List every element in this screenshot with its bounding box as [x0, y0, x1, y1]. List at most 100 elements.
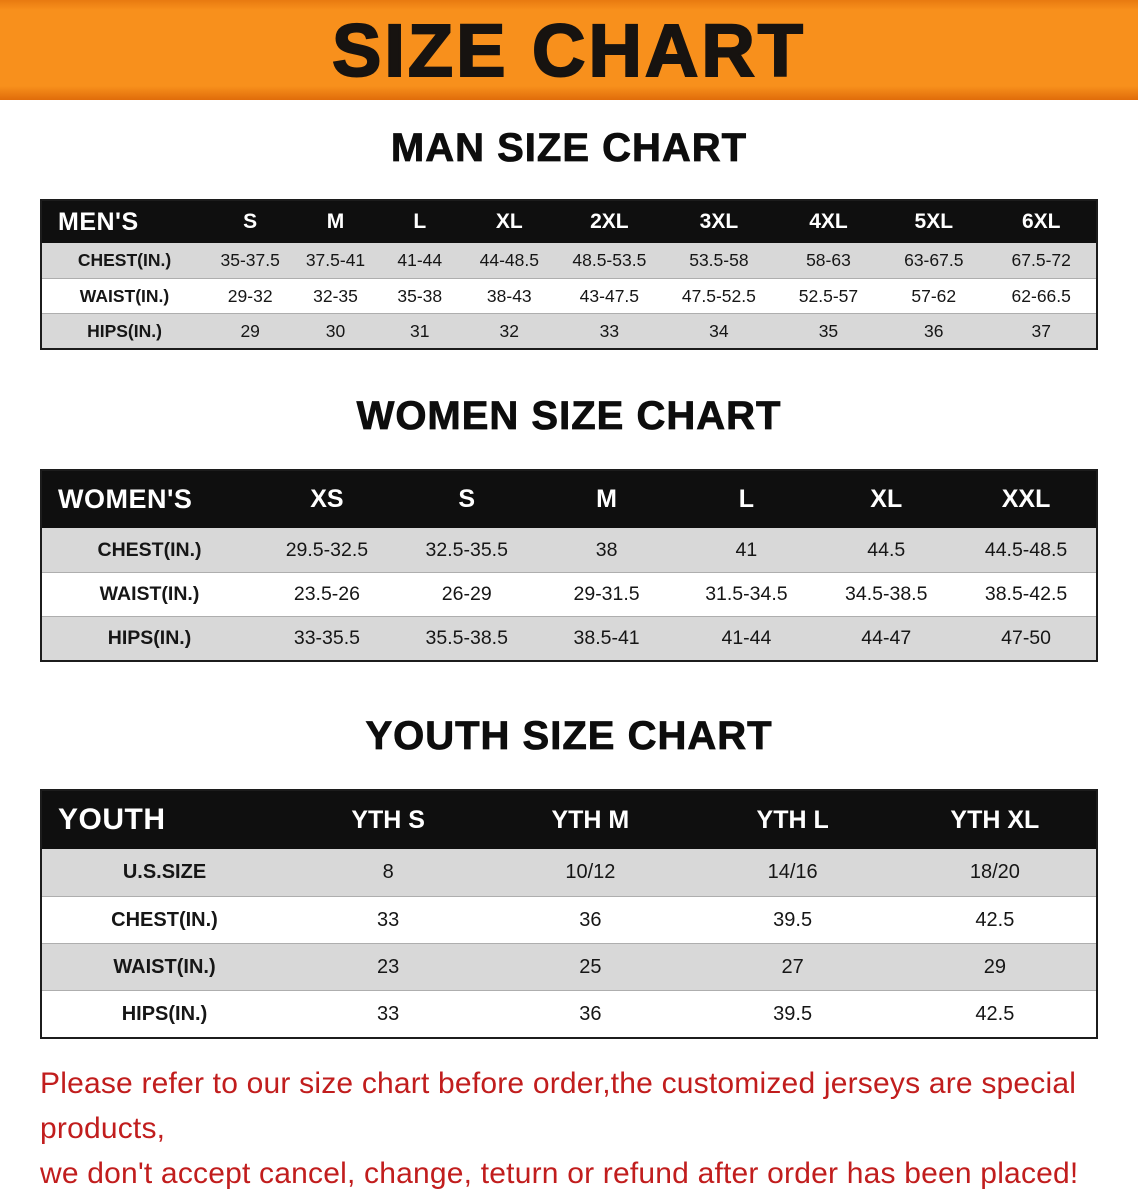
- man-size-value: 67.5-72: [1011, 250, 1071, 270]
- man-size-value: 33: [599, 320, 620, 341]
- man-size-value: 57-62: [911, 285, 957, 306]
- women-row-label: CHEST(IN.): [97, 538, 202, 561]
- women-size-column-header: S: [458, 485, 476, 513]
- women-table-header-row: WOMEN'S XS S M L XL XXL: [42, 471, 1096, 528]
- page-title: SIZE CHART: [331, 8, 806, 93]
- man-size-value: 53.5-58: [689, 250, 749, 270]
- women-size-value: 34.5-38.5: [845, 583, 928, 605]
- women-size-column-header: XL: [870, 485, 903, 513]
- man-size-column-header: 6XL: [1021, 210, 1061, 233]
- women-measurement-row: CHEST(IN.) 29.5-32.5 32.5-35.5 38 41 44.5 44.5…: [42, 528, 1096, 572]
- women-size-chart-title: WOMEN SIZE CHART: [356, 394, 782, 439]
- man-size-column-header: S: [243, 210, 258, 233]
- women-measurement-row: WAIST(IN.) 23.5-26 26-29 29-31.5 31.5-34.5 34…: [42, 572, 1096, 616]
- man-size-value: 62-66.5: [1011, 285, 1071, 306]
- women-size-value: 29.5-32.5: [285, 538, 369, 561]
- women-size-column-header: XS: [310, 485, 344, 513]
- youth-measurement-row: U.S.SIZE 8 10/12 14/16 18/20: [42, 849, 1096, 896]
- youth-size-chart-title: YOUTH SIZE CHART: [365, 714, 773, 759]
- youth-corner-label: YOUTH: [58, 803, 166, 836]
- youth-row-label: U.S.SIZE: [122, 861, 207, 883]
- man-size-value: 29: [240, 320, 260, 341]
- youth-size-value: 18/20: [969, 861, 1020, 883]
- women-size-value: 38.5-42.5: [984, 583, 1068, 605]
- women-size-value: 44-47: [861, 627, 912, 649]
- youth-size-value: 33: [377, 1002, 400, 1025]
- man-measurement-row: HIPS(IN.) 29 30 31 32 33 34 35 36 37: [42, 313, 1096, 348]
- women-size-value: 23.5-26: [293, 583, 360, 605]
- size-chart-banner: SIZE CHART: [0, 0, 1138, 100]
- women-size-value: 44.5-48.5: [984, 538, 1068, 561]
- youth-row-label: CHEST(IN.): [111, 908, 218, 931]
- man-row-label: WAIST(IN.): [79, 285, 170, 306]
- women-size-value: 44.5: [867, 538, 906, 561]
- youth-row-label: WAIST(IN.): [113, 955, 216, 978]
- disclaimer-line-2: we don't accept cancel, change, teturn o…: [40, 1157, 1079, 1190]
- man-size-value: 37.5-41: [305, 250, 366, 270]
- man-measurement-row: CHEST(IN.) 35-37.5 37.5-41 41-44 44-48.5 48.5…: [42, 243, 1096, 278]
- man-size-column-header: 5XL: [914, 210, 954, 233]
- youth-size-value: 29: [983, 955, 1006, 978]
- women-size-value: 29-31.5: [573, 583, 640, 605]
- man-corner-label: MEN'S: [58, 207, 139, 236]
- man-size-value: 43-47.5: [579, 285, 640, 306]
- womens-size-table: WOMEN'S XS S M L XL XXL CHEST(IN.) 29.5-32.5 32.5…: [40, 469, 1098, 662]
- man-size-column-header: 2XL: [590, 210, 629, 233]
- women-row-label: HIPS(IN.): [107, 627, 192, 649]
- youth-size-value: 33: [377, 908, 400, 931]
- youth-size-value: 10/12: [565, 861, 616, 883]
- man-size-value: 41-44: [397, 250, 443, 270]
- man-size-value: 63-67.5: [904, 250, 964, 270]
- youth-size-value: 25: [579, 955, 602, 978]
- man-size-value: 58-63: [806, 250, 851, 270]
- youth-size-value: 27: [781, 955, 804, 978]
- mens-size-table: MEN'S S M L XL 2XL 3XL 4XL 5XL 6XL CHEST(IN.) 35-37…: [40, 199, 1098, 350]
- women-size-value: 35.5-38.5: [425, 627, 508, 649]
- youth-size-value: 39.5: [773, 908, 813, 931]
- women-size-value: 41: [735, 538, 758, 561]
- youth-size-column-header: YTH L: [756, 805, 829, 834]
- man-size-column-header: M: [326, 210, 345, 233]
- man-row-label: HIPS(IN.): [87, 320, 162, 341]
- women-size-value: 41-44: [721, 627, 772, 649]
- youth-size-value: 42.5: [975, 908, 1015, 931]
- women-size-column-header: XXL: [1001, 485, 1051, 513]
- man-size-value: 52.5-57: [798, 285, 859, 306]
- women-size-value: 38.5-41: [573, 627, 640, 649]
- youth-size-value: 39.5: [773, 1002, 813, 1025]
- youth-size-value: 23: [377, 955, 400, 978]
- youth-size-value: 8: [382, 861, 394, 883]
- youth-size-value: 36: [579, 908, 602, 931]
- women-measurement-row: HIPS(IN.) 33-35.5 35.5-38.5 38.5-41 41-44 44-…: [42, 616, 1096, 660]
- man-size-value: 29-32: [227, 285, 273, 306]
- man-size-value: 35: [818, 320, 839, 341]
- man-size-value: 31: [410, 320, 430, 341]
- man-table-header-row: MEN'S S M L XL 2XL 3XL 4XL 5XL 6XL: [42, 201, 1096, 243]
- man-size-value: 37: [1031, 320, 1051, 341]
- man-row-label: CHEST(IN.): [77, 250, 172, 270]
- man-size-value: 36: [924, 320, 944, 341]
- youth-size-value: 36: [579, 1002, 602, 1025]
- youth-size-column-header: YTH XL: [950, 805, 1040, 834]
- women-size-column-header: L: [738, 485, 755, 513]
- order-disclaimer: Please refer to our size chart before or…: [40, 1061, 1098, 1196]
- disclaimer-line-1: Please refer to our size chart before or…: [40, 1067, 1077, 1145]
- youth-measurement-row: CHEST(IN.) 33 36 39.5 42.5: [42, 896, 1096, 943]
- man-size-column-header: 3XL: [699, 210, 739, 233]
- man-size-value: 32-35: [313, 285, 358, 306]
- women-size-value: 32.5-35.5: [425, 538, 508, 561]
- youth-measurement-row: HIPS(IN.) 33 36 39.5 42.5: [42, 990, 1096, 1037]
- youth-size-value: 14/16: [767, 861, 818, 883]
- man-size-value: 30: [325, 320, 346, 341]
- man-size-value: 48.5-53.5: [572, 250, 647, 270]
- man-size-value: 32: [499, 320, 520, 341]
- man-size-column-header: L: [413, 210, 427, 233]
- women-corner-label: WOMEN'S: [58, 484, 193, 514]
- man-size-chart-title: MAN SIZE CHART: [390, 126, 748, 171]
- women-size-value: 33-35.5: [293, 627, 360, 649]
- youth-size-value: 42.5: [975, 1002, 1015, 1025]
- man-size-value: 44-48.5: [479, 250, 539, 270]
- youth-measurement-row: WAIST(IN.) 23 25 27 29: [42, 943, 1096, 990]
- women-size-value: 38: [595, 538, 618, 561]
